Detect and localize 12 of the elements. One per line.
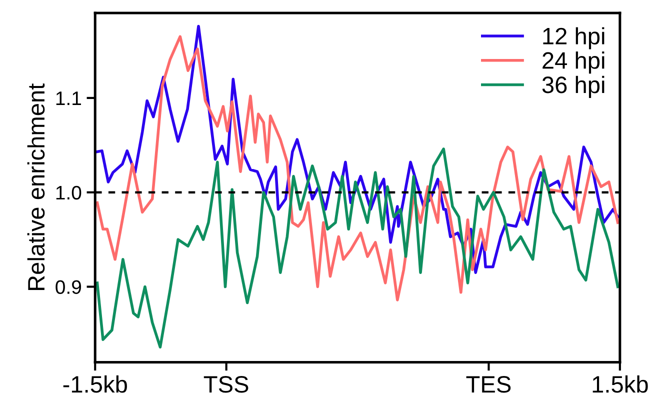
legend-label: 12 hpi bbox=[543, 27, 604, 50]
y-tick-label: 1.1 bbox=[56, 92, 81, 106]
y-axis-title: Relative enrichment bbox=[27, 83, 45, 290]
y-tick-label: 0.9 bbox=[56, 280, 82, 294]
x-tick-label: TSS bbox=[204, 376, 248, 393]
legend-label: 24 hpi bbox=[542, 52, 604, 74]
x-tick-label: -1.5kb bbox=[63, 375, 127, 393]
x-tick-label: TES bbox=[466, 376, 511, 393]
y-tick-label: 1.0 bbox=[56, 186, 82, 200]
legend-label: 36 hpi bbox=[542, 76, 604, 98]
x-tick-label: 1.5kb bbox=[592, 375, 648, 393]
line-series bbox=[96, 148, 620, 349]
